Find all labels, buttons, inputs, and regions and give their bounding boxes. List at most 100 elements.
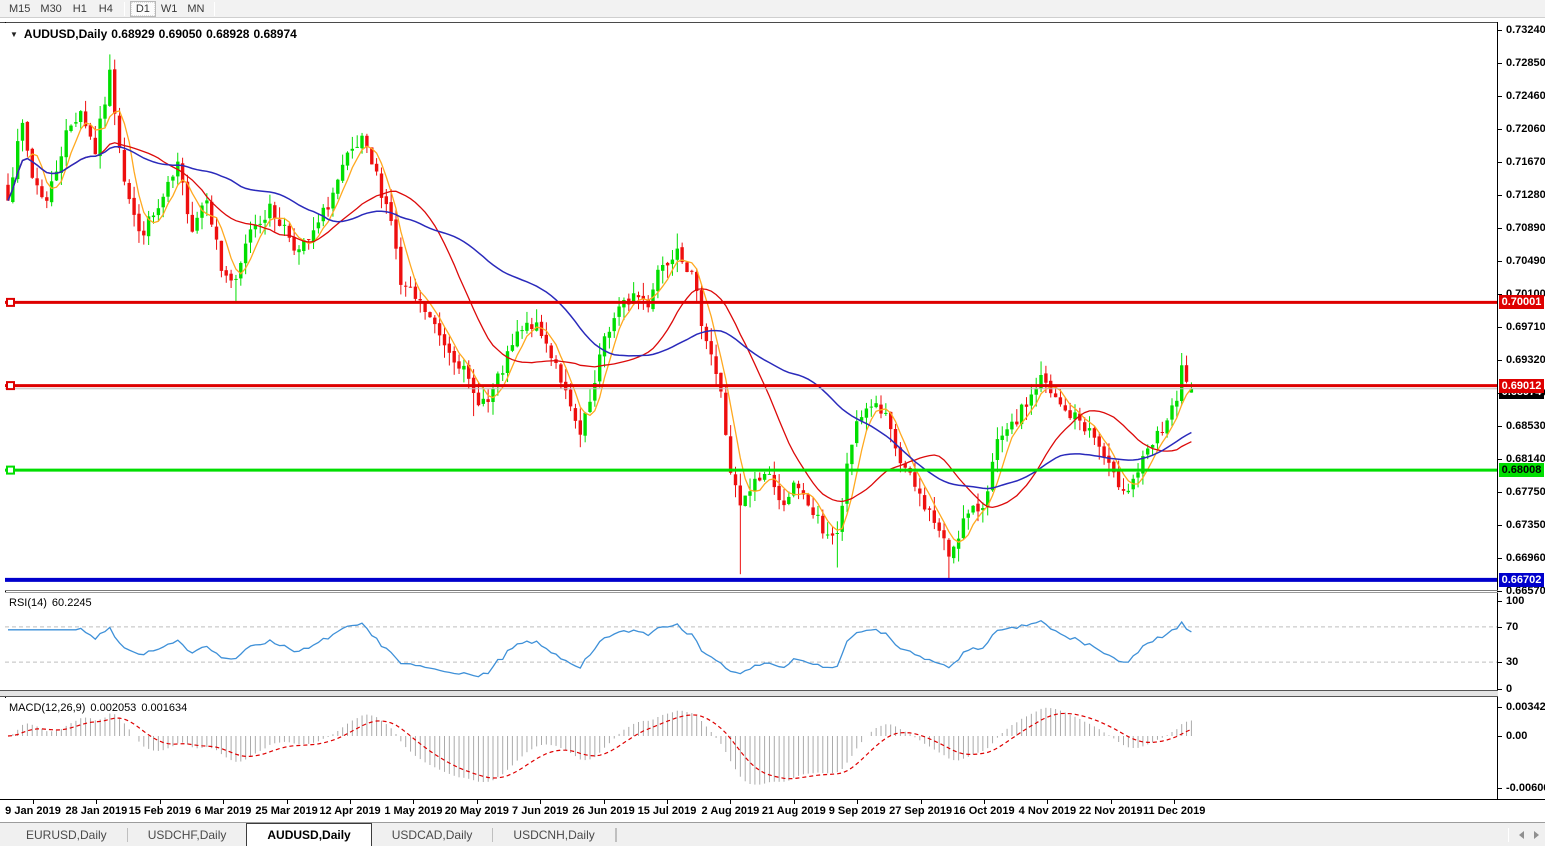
price-tick-label: 0.70890 <box>1498 222 1545 234</box>
date-label: 9 Sep 2019 <box>828 805 886 817</box>
chart-tabs: EURUSD,Daily USDCHF,Daily AUDUSD,Daily USDC… <box>0 823 617 846</box>
rsi-axis-label: 0 <box>1498 683 1545 695</box>
macd-axis-label: -0.006069 <box>1498 782 1545 794</box>
toolbar-separator <box>214 1 216 16</box>
price-axis[interactable]: 0.73240 0.72850 0.72460 0.72060 0.71670 0.712… <box>1498 22 1545 799</box>
date-tick <box>857 800 859 804</box>
macd-signal-value: 0.001634 <box>141 702 188 714</box>
price-tick-label: 0.69710 <box>1498 321 1545 333</box>
price-tick-label: 0.66960 <box>1498 552 1545 564</box>
timeframe-button-d1[interactable]: D1 <box>129 0 156 17</box>
toolbar-separator <box>123 1 125 16</box>
candles-layer <box>6 54 1194 581</box>
chart-collapse-icon[interactable]: ▼ <box>10 30 18 39</box>
horizontal-line-0.68008[interactable] <box>5 465 1497 475</box>
hline-handle[interactable] <box>6 297 15 307</box>
hline-price-badge: 0.69012 <box>1499 378 1544 393</box>
timeframe-button-m15[interactable]: M15 <box>9 2 31 15</box>
date-tick <box>667 800 668 804</box>
chart-right-border <box>1497 22 1498 800</box>
timeframe-button-m30[interactable]: M30 <box>40 2 62 15</box>
date-label: 1 May 2019 <box>384 805 443 817</box>
macd-histogram <box>12 707 1192 785</box>
ohlc-open-value: 0.68929 <box>111 27 155 41</box>
date-tick <box>476 800 478 804</box>
tab-usdcad[interactable]: USDCAD,Daily <box>391 827 473 842</box>
tab-scroll-right-icon[interactable] <box>1534 831 1539 839</box>
rsi-panel-top-border <box>5 592 1498 593</box>
chart-top-border <box>0 22 1545 23</box>
date-tick <box>286 800 288 804</box>
tab-eurusd[interactable]: EURUSD,Daily <box>26 827 107 842</box>
date-tick <box>223 800 225 804</box>
date-label: 4 Nov 2019 <box>1018 805 1077 817</box>
ma-mid-line <box>7 142 1192 509</box>
tab-scroll-left-icon[interactable] <box>1519 831 1524 839</box>
chart-title: ▼ AUDUSD,Daily 0.68929 0.69050 0.68928 0.6897… <box>10 27 301 41</box>
price-chart-canvas[interactable] <box>5 23 1497 590</box>
ma-slow-line <box>7 146 1192 490</box>
date-tick <box>730 800 732 804</box>
date-tick <box>540 800 542 804</box>
date-axis[interactable]: 9 Jan 2019 28 Jan 2019 15 Feb 2019 6 Mar 20… <box>0 800 1545 822</box>
tab-scroll-divider <box>1508 828 1509 842</box>
date-tick <box>1174 800 1176 804</box>
tab-scroll-controls <box>1508 823 1539 846</box>
timeframe-toolbar: M15 M30 H1 H4 D1 W1 MN <box>0 0 1545 18</box>
date-label: 2 Aug 2019 <box>701 805 760 817</box>
price-tick-label: 0.70490 <box>1498 255 1545 267</box>
price-tick-label: 0.71670 <box>1498 156 1545 168</box>
price-tick-label: 0.68140 <box>1498 453 1545 465</box>
rsi-canvas[interactable] <box>5 593 1497 690</box>
date-label: 26 Jun 2019 <box>572 805 635 817</box>
ohlc-low-value: 0.68928 <box>206 27 250 41</box>
hline-price-badge: 0.66702 <box>1499 572 1544 587</box>
tab-usdchf[interactable]: USDCHF,Daily <box>147 827 227 842</box>
rsi-value: 60.2245 <box>51 597 92 609</box>
date-tick <box>350 800 351 804</box>
rsi-axis-label: 70 <box>1498 621 1545 633</box>
date-label: 28 Jan 2019 <box>65 805 128 817</box>
tab-audusd[interactable]: AUDUSD,Daily <box>246 823 372 846</box>
date-tick <box>920 800 922 804</box>
hline-handle[interactable] <box>6 465 15 475</box>
date-label: 25 Mar 2019 <box>255 805 318 817</box>
timeframe-button-h1[interactable]: H1 <box>72 2 87 15</box>
ohlc-high-value: 0.69050 <box>158 27 203 41</box>
date-label: 12 Apr 2019 <box>319 805 381 817</box>
macd-main-value: 0.002053 <box>90 702 137 714</box>
macd-signal-line <box>7 712 1192 780</box>
date-tick <box>793 800 795 804</box>
timeframe-button-w1[interactable]: W1 <box>160 2 178 15</box>
date-label: 15 Feb 2019 <box>128 805 191 817</box>
hline-price-badge: 0.70001 <box>1499 295 1544 310</box>
macd-canvas[interactable] <box>5 698 1497 799</box>
chart-tab-bar: EURUSD,Daily USDCHF,Daily AUDUSD,Daily USDC… <box>0 822 1545 846</box>
date-tick <box>96 800 98 804</box>
main-panel-splitter[interactable] <box>5 590 1498 591</box>
tab-separator <box>492 827 494 842</box>
timeframe-button-mn[interactable]: MN <box>187 2 205 15</box>
hline-price-badge: 0.68008 <box>1499 463 1544 478</box>
price-tick-label: 0.68530 <box>1498 420 1545 432</box>
date-tick <box>1047 800 1049 804</box>
ma-fast-line <box>7 110 1192 543</box>
hline-handle[interactable] <box>6 381 15 391</box>
horizontal-line-0.70001[interactable] <box>5 297 1497 307</box>
rsi-macd-splitter[interactable] <box>0 690 1545 697</box>
tab-separator <box>614 827 616 842</box>
date-label: 9 Jan 2019 <box>5 805 61 817</box>
date-label: 21 Aug 2019 <box>761 805 826 817</box>
price-tick-label: 0.66570 <box>1498 585 1545 597</box>
chart-symbol-label: AUDUSD,Daily <box>23 27 108 41</box>
macd-indicator-label: MACD(12,26,9) 0.002053 0.001634 <box>9 702 192 714</box>
horizontal-line-0.69012[interactable] <box>5 381 1497 391</box>
tab-usdcnh[interactable]: USDCNH,Daily <box>513 827 595 842</box>
timeframe-button-h4[interactable]: H4 <box>98 2 113 15</box>
price-tick-label: 0.69320 <box>1498 354 1545 366</box>
rsi-axis-label: 100 <box>1498 595 1545 607</box>
date-label: 16 Oct 2019 <box>953 805 1015 817</box>
ohlc-close-value: 0.68974 <box>253 27 297 41</box>
macd-name: MACD(12,26,9) <box>9 702 86 714</box>
